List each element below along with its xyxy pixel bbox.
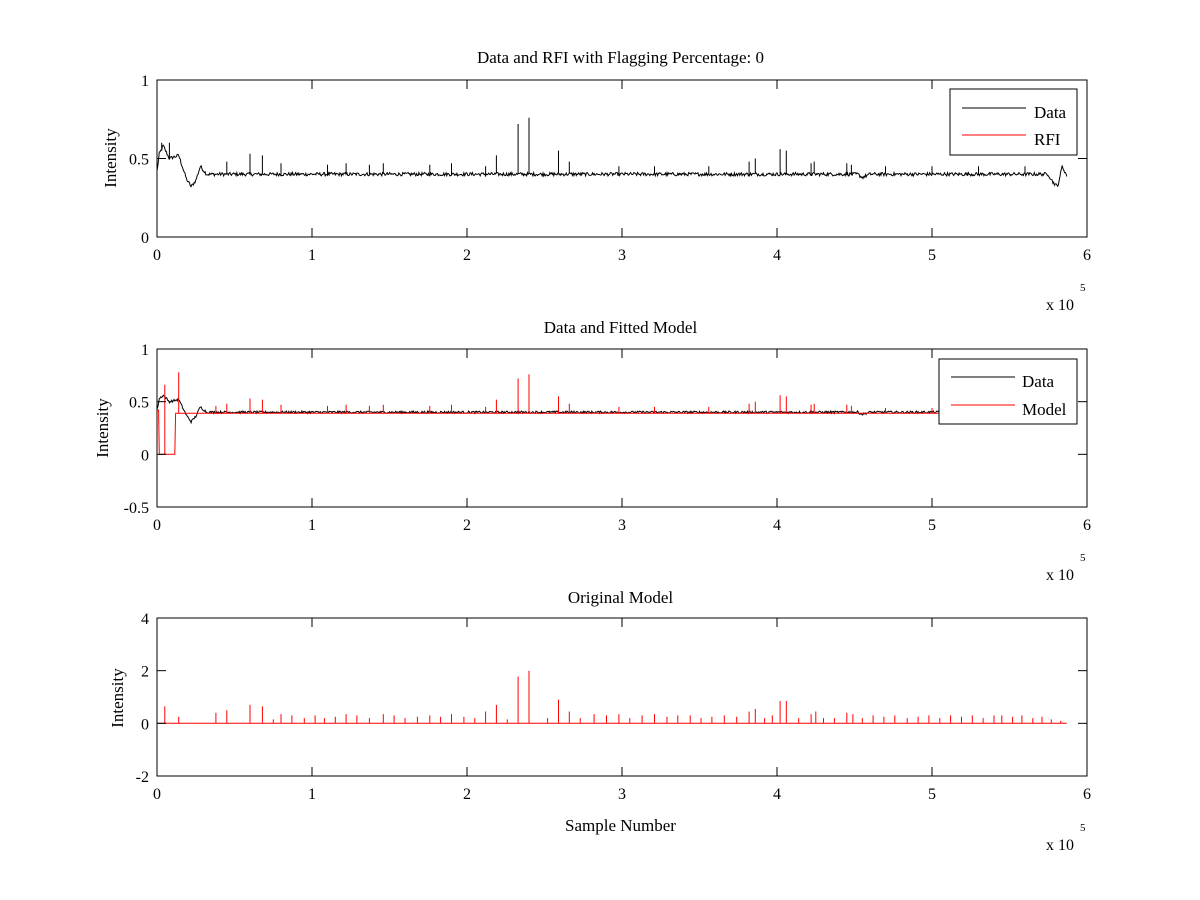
x-tick-label: 3 bbox=[618, 247, 626, 264]
legend: Data RFI bbox=[949, 88, 1078, 156]
x-tick-label: 5 bbox=[928, 517, 936, 534]
plot-area bbox=[157, 618, 1087, 776]
y-tick-label: 2 bbox=[141, 664, 149, 681]
legend-label-data: Data bbox=[1034, 103, 1067, 122]
axes-box bbox=[156, 79, 1088, 238]
y-tick-label: 0 bbox=[141, 447, 149, 464]
series-line-data bbox=[156, 117, 1068, 188]
x-tick-label: 3 bbox=[618, 517, 626, 534]
plot-area bbox=[157, 349, 1087, 507]
x-tick-label: 0 bbox=[153, 247, 161, 264]
x-tick-label: 4 bbox=[773, 247, 781, 264]
x-tick-label: 2 bbox=[463, 247, 471, 264]
series-layer bbox=[156, 117, 1068, 188]
panel-data-rfi: Data and RFI with Flagging Percentage: 0… bbox=[101, 48, 1091, 314]
legend-box bbox=[938, 358, 1078, 425]
series-line-model bbox=[157, 670, 1067, 724]
y-tick-label: 0.5 bbox=[129, 152, 149, 169]
x-tick-label: 2 bbox=[463, 786, 471, 803]
series-line-model bbox=[157, 372, 1067, 455]
y-tick-label: 4 bbox=[141, 611, 149, 628]
x-tick-label: 5 bbox=[928, 247, 936, 264]
y-tick-label: 1 bbox=[141, 342, 149, 359]
x-exponent-label: x 10 bbox=[1046, 567, 1074, 584]
x-tick-label: 1 bbox=[308, 247, 316, 264]
x-tick-label: 2 bbox=[463, 517, 471, 534]
panel-data-fitted-model: Data and Fitted Model Intensity 0 1 2 3 4 5 6 -… bbox=[93, 318, 1091, 584]
axes-box bbox=[156, 617, 1088, 777]
x-tick-label: 0 bbox=[153, 786, 161, 803]
y-tick-label: 1 bbox=[141, 73, 149, 90]
legend-label-rfi: RFI bbox=[1034, 130, 1061, 149]
x-axis-label: Sample Number bbox=[565, 816, 676, 835]
x-tick-label: 4 bbox=[773, 517, 781, 534]
x-tick-label: 5 bbox=[928, 786, 936, 803]
legend-label-model: Model bbox=[1022, 400, 1067, 419]
plot-area bbox=[157, 80, 1087, 237]
y-axis-label: Intensity bbox=[108, 668, 127, 728]
legend: Data Model bbox=[938, 358, 1078, 425]
panel-title: Data and RFI with Flagging Percentage: 0 bbox=[477, 48, 764, 67]
panel-title: Data and Fitted Model bbox=[544, 318, 698, 337]
y-tick-label: -2 bbox=[136, 769, 149, 786]
x-tick-label: 1 bbox=[308, 786, 316, 803]
x-tick-label: 6 bbox=[1083, 517, 1091, 534]
x-tick-label: 4 bbox=[773, 786, 781, 803]
y-tick-label: 0 bbox=[141, 716, 149, 733]
y-tick-label: 0.5 bbox=[129, 395, 149, 412]
x-exponent-power: 5 bbox=[1080, 282, 1086, 294]
x-exponent-power: 5 bbox=[1080, 822, 1086, 834]
y-axis-label: Intensity bbox=[93, 398, 112, 458]
y-tick-label: -0.5 bbox=[124, 500, 149, 517]
x-exponent-label: x 10 bbox=[1046, 297, 1074, 314]
panel-title: Original Model bbox=[568, 588, 674, 607]
tick-layer: 0 1 2 3 4 5 6 0 0.5 1 bbox=[129, 73, 1091, 264]
y-tick-label: 0 bbox=[141, 230, 149, 247]
x-tick-label: 6 bbox=[1083, 786, 1091, 803]
y-axis-label: Intensity bbox=[101, 128, 120, 188]
x-exponent-power: 5 bbox=[1080, 552, 1086, 564]
legend-label-data: Data bbox=[1022, 372, 1055, 391]
legend-box bbox=[949, 88, 1078, 156]
x-tick-label: 6 bbox=[1083, 247, 1091, 264]
series-layer bbox=[157, 670, 1067, 724]
x-exponent-label: x 10 bbox=[1046, 837, 1074, 854]
axes-box bbox=[156, 348, 1088, 508]
x-tick-label: 0 bbox=[153, 517, 161, 534]
x-tick-label: 3 bbox=[618, 786, 626, 803]
x-tick-label: 1 bbox=[308, 517, 316, 534]
series-layer bbox=[156, 372, 1068, 455]
